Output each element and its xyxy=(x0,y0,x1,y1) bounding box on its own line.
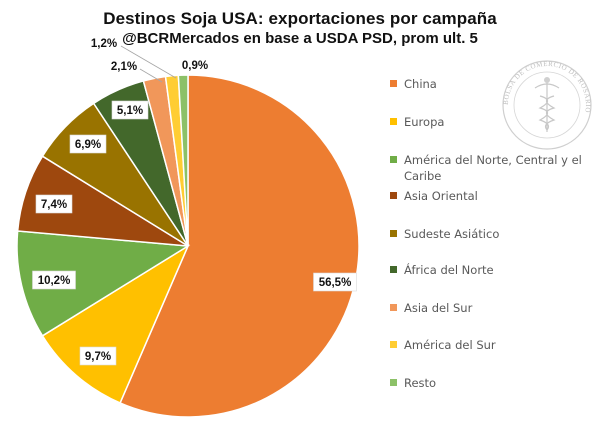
legend-swatch xyxy=(390,379,397,386)
pie-slice xyxy=(16,230,191,337)
data-label: 56,5% xyxy=(319,277,352,289)
legend-label: América del Sur xyxy=(404,338,496,352)
pie-data-labels: 56,5% 9,7% 10,2% 7,4% 6,9% 5,1% 2,1% 1,2% 0,9% xyxy=(32,38,357,366)
legend-label: África del Norte xyxy=(404,262,494,277)
legend: China Europa América del Norte, Central y … xyxy=(390,77,582,390)
legend-swatch xyxy=(390,156,397,163)
legend-swatch xyxy=(390,192,397,199)
chart-title: Destinos Soja USA: exportaciones por cam… xyxy=(103,9,497,28)
legend-label: Asia del Sur xyxy=(404,301,473,315)
legend-label: Resto xyxy=(404,376,436,390)
data-label: 9,7% xyxy=(85,351,111,363)
legend-label: Europa xyxy=(404,115,444,129)
data-label: 1,2% xyxy=(91,38,117,50)
legend-label: China xyxy=(404,77,437,91)
legend-label: Asia Oriental xyxy=(404,189,478,203)
data-label-box xyxy=(32,270,76,290)
data-label-box xyxy=(79,346,117,366)
pie-slices xyxy=(16,74,360,418)
legend-swatch xyxy=(390,118,397,125)
label-leader-line xyxy=(120,45,177,79)
data-label-box xyxy=(111,100,149,120)
data-label-box xyxy=(313,272,357,292)
legend-swatch xyxy=(390,230,397,237)
legend-swatch xyxy=(390,304,397,311)
data-label: 6,9% xyxy=(75,139,101,151)
data-label-box xyxy=(35,194,73,214)
legend-swatch xyxy=(390,266,397,273)
data-label: 5,1% xyxy=(117,105,143,117)
legend-swatch xyxy=(390,80,397,87)
legend-label: América del Norte, Central y el Caribe xyxy=(404,153,582,183)
legend-swatch xyxy=(390,341,397,348)
data-label-box xyxy=(69,134,107,154)
data-label: 7,4% xyxy=(41,199,67,211)
data-label: 0,9% xyxy=(182,60,208,72)
legend-label: Sudeste Asiático xyxy=(404,227,499,241)
pie-slice xyxy=(177,74,189,247)
label-leader-line xyxy=(139,68,163,83)
data-label: 2,1% xyxy=(111,61,137,73)
caduceus-seal-icon: BOLSA DE COMERCIO DE ROSARIO xyxy=(502,60,592,150)
pie-slice xyxy=(41,244,190,404)
data-label: 10,2% xyxy=(38,275,71,287)
chart-subtitle: @BCRMercados en base a USDA PSD, prom ul… xyxy=(122,30,478,47)
